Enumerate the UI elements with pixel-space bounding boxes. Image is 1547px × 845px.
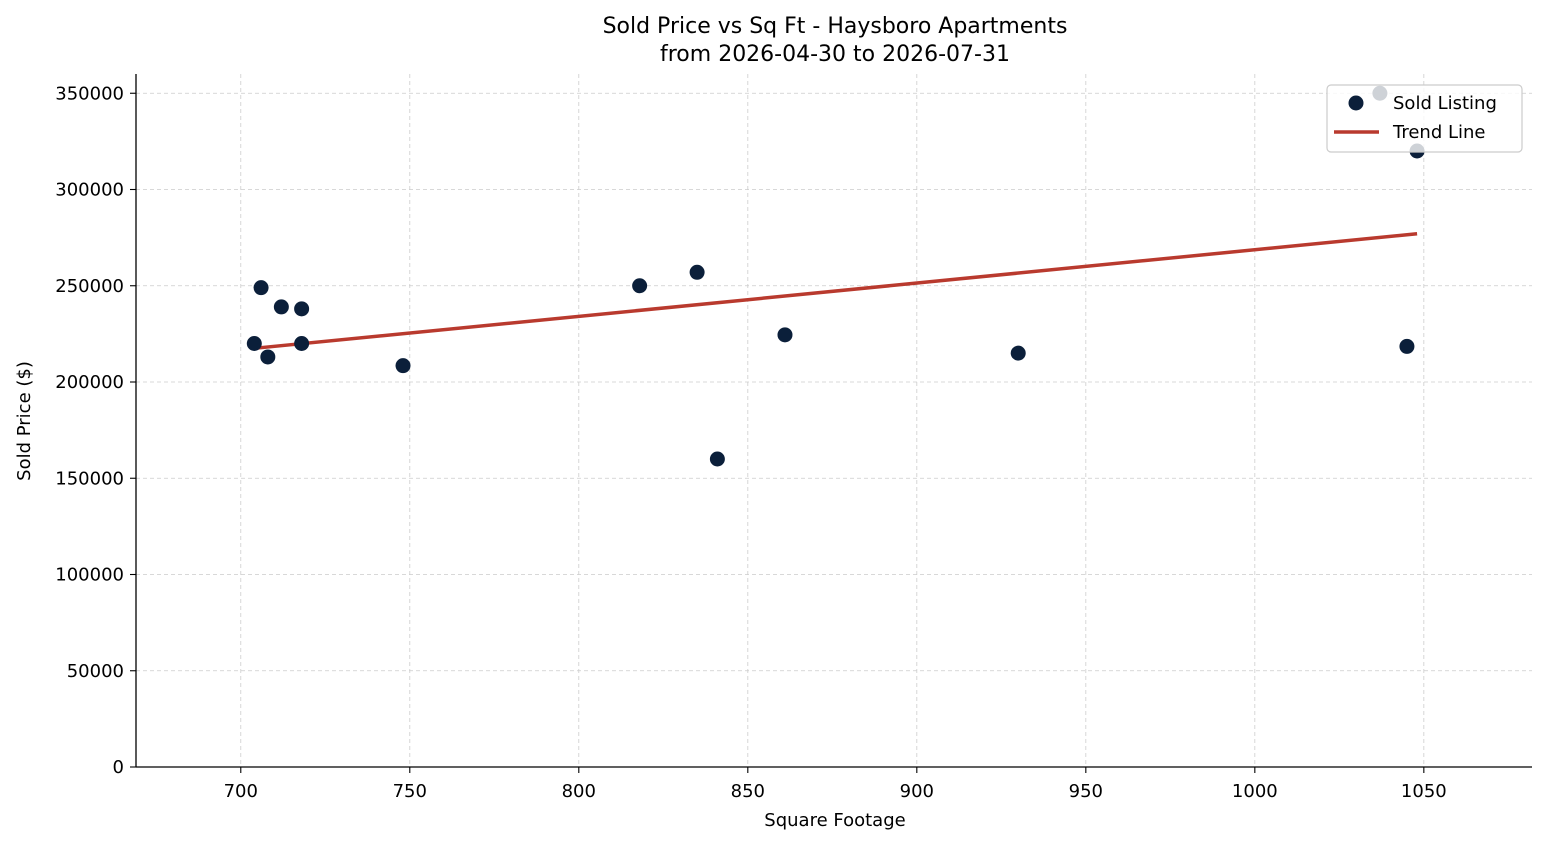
scatter-point — [294, 336, 310, 351]
chart-title: Sold Price vs Sq Ft - Haysboro Apartment… — [603, 14, 1068, 39]
x-tick-label: 1050 — [1401, 781, 1447, 802]
x-tick-label: 700 — [224, 781, 258, 802]
grid-lines — [136, 74, 1532, 768]
x-tick-label: 950 — [1069, 781, 1103, 802]
axis-ticks: 700 750 800 850 900 950 1000 1050 0 50000 100000 15… — [55, 83, 1446, 802]
scatter-point — [246, 336, 262, 351]
scatter-point — [1399, 338, 1415, 354]
scatter-point — [632, 278, 648, 294]
x-tick-label: 850 — [731, 781, 765, 802]
scatter-point — [253, 280, 269, 296]
x-axis-label: Square Footage — [764, 810, 905, 831]
legend-label-trend-line: Trend Line — [1392, 122, 1486, 143]
scatter-point — [777, 327, 793, 343]
scatter-point — [273, 299, 289, 315]
scatter-point — [294, 301, 310, 317]
scatter-point — [689, 264, 705, 280]
y-axis-label: Sold Price ($) — [14, 361, 35, 481]
legend-box — [1326, 84, 1523, 153]
trend-line — [254, 232, 1418, 351]
scatter-point — [395, 358, 411, 374]
x-tick-label: 900 — [900, 781, 934, 802]
chart-subtitle: from 2026-04-30 to 2026-07-31 — [660, 42, 1010, 67]
legend: Sold Listing Trend Line — [1326, 84, 1523, 153]
y-tick-label: 350000 — [55, 83, 124, 104]
y-tick-label: 100000 — [55, 565, 124, 586]
scatter-point — [260, 349, 276, 365]
scatter-point — [1010, 345, 1026, 361]
y-tick-label: 250000 — [55, 276, 124, 297]
y-tick-label: 50000 — [67, 661, 124, 682]
x-tick-label: 750 — [393, 781, 427, 802]
legend-label-sold-listing: Sold Listing — [1393, 93, 1497, 114]
scatter-point — [709, 451, 725, 467]
x-tick-label: 1000 — [1232, 781, 1278, 802]
x-tick-label: 800 — [562, 781, 596, 802]
plot-series — [246, 85, 1425, 467]
y-tick-label: 150000 — [55, 468, 124, 489]
y-tick-label: 0 — [113, 757, 124, 778]
legend-marker-sold-listing — [1348, 95, 1364, 111]
y-tick-label: 300000 — [55, 180, 124, 201]
y-tick-label: 200000 — [55, 372, 124, 393]
